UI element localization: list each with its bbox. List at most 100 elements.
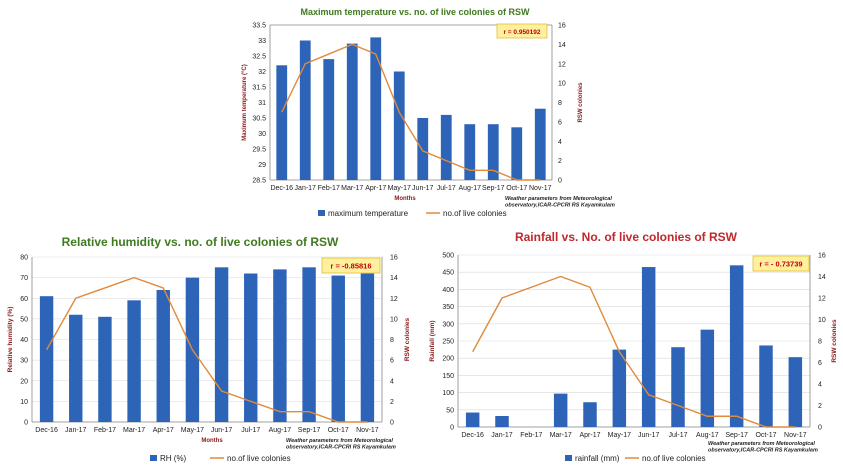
- y2-tick-label: 4: [558, 139, 562, 146]
- y2-tick-label: 14: [390, 275, 398, 282]
- y2-tick-label: 4: [390, 378, 394, 385]
- y2-tick-label: 6: [558, 119, 562, 126]
- correlation-label: r = 0.950192: [503, 29, 540, 36]
- bar: [98, 316, 112, 422]
- y2-tick-label: 16: [558, 23, 566, 30]
- y-tick-label: 32.5: [252, 54, 266, 61]
- y2-tick-label: 2: [390, 399, 394, 406]
- bar: [214, 267, 229, 422]
- source-note-line: Weather parameters from Meteorological: [505, 196, 612, 202]
- y-tick-label: 70: [20, 275, 28, 282]
- y2-tick-label: 10: [390, 316, 398, 323]
- bar: [487, 124, 499, 180]
- bar: [302, 267, 316, 422]
- x-axis-title: Months: [394, 196, 416, 202]
- bar: [553, 393, 568, 427]
- x-tick-label: Jul-17: [668, 432, 687, 439]
- x-tick-label: Jul-17: [241, 427, 260, 434]
- y-tick-label: 60: [20, 296, 28, 303]
- y2-tick-label: 14: [558, 42, 566, 49]
- x-tick-label: Feb-17: [520, 432, 542, 439]
- y-tick-label: 100: [442, 390, 454, 397]
- source-note-line: Weather parameters from Meteorological: [286, 438, 393, 444]
- x-tick-label: Apr-17: [153, 427, 174, 434]
- y2-tick-label: 12: [558, 61, 566, 68]
- correlation-label: r = -0.85816: [330, 262, 371, 271]
- bar: [534, 108, 546, 180]
- x-axis-title: Months: [201, 438, 223, 444]
- bar: [127, 300, 141, 422]
- y-tick-label: 30: [20, 358, 28, 365]
- y2-tick-label: 0: [818, 425, 822, 432]
- y-tick-label: 20: [20, 378, 28, 385]
- x-tick-label: Nov-17: [356, 427, 379, 434]
- legend-bar-swatch: [565, 455, 572, 461]
- x-tick-label: Nov-17: [529, 185, 552, 192]
- y2-tick-label: 2: [818, 403, 822, 410]
- y-tick-label: 300: [442, 321, 454, 328]
- bar: [612, 349, 627, 427]
- bar: [759, 345, 773, 427]
- y-tick-label: 80: [20, 255, 28, 262]
- y-tick-label: 31.5: [252, 85, 266, 92]
- correlation-label: r = - 0.73739: [759, 260, 802, 269]
- y-tick-label: 250: [442, 339, 454, 346]
- x-tick-label: Aug-17: [696, 432, 719, 439]
- x-tick-label: Feb-17: [318, 185, 340, 192]
- x-tick-label: Nov-17: [784, 432, 807, 439]
- y2-tick-label: 12: [390, 296, 398, 303]
- y2-axis-title: RSW colonies: [578, 82, 584, 123]
- x-tick-label: Oct-17: [755, 432, 776, 439]
- y-tick-label: 29: [258, 162, 266, 169]
- y-tick-label: 150: [442, 373, 454, 380]
- bar: [273, 269, 287, 422]
- source-note-line: observatory,ICAR-CPCRI RS Kayamkulam: [286, 445, 396, 451]
- chart-title: Rainfall vs. No. of live colonies of RSW: [515, 230, 738, 244]
- x-tick-label: Jun-17: [211, 427, 233, 434]
- source-note-line: observatory,ICAR-CPCRI RS Kayamkulam: [708, 448, 818, 454]
- x-tick-label: Dec-16: [461, 432, 484, 439]
- bar: [276, 65, 288, 180]
- chart-3: Rainfall vs. No. of live colonies of RSW…: [429, 230, 838, 463]
- legend-bar-label: maximum temperature: [328, 209, 409, 218]
- x-tick-label: Jan-17: [65, 427, 87, 434]
- y-axis-title: Relative humidity (%): [7, 307, 14, 373]
- bar: [671, 347, 685, 427]
- y-tick-label: 450: [442, 270, 454, 277]
- y-tick-label: 10: [20, 399, 28, 406]
- source-note-line: Weather parameters from Meteorological: [708, 441, 815, 447]
- bar: [700, 329, 715, 427]
- colonies-line: [281, 43, 541, 181]
- y-tick-label: 40: [20, 337, 28, 344]
- bar: [69, 314, 83, 422]
- y2-tick-label: 8: [558, 100, 562, 107]
- bar: [244, 273, 258, 422]
- bar: [440, 114, 452, 180]
- legend-bar-swatch: [150, 455, 157, 461]
- bar: [393, 71, 405, 180]
- legend-line-label: no.of live colonies: [642, 454, 706, 463]
- x-tick-label: Dec-16: [35, 427, 58, 434]
- legend-bar-label: rainfall (mm): [575, 454, 620, 463]
- x-tick-label: Oct-17: [328, 427, 349, 434]
- bar: [465, 412, 480, 427]
- x-tick-label: Jan-17: [491, 432, 513, 439]
- bar: [417, 118, 429, 180]
- bar: [39, 296, 54, 422]
- y-tick-label: 200: [442, 356, 454, 363]
- bar: [360, 273, 375, 422]
- legend-line-label: no.of live colonies: [443, 209, 507, 218]
- correlation-box: [321, 257, 381, 274]
- bar: [370, 37, 382, 181]
- source-note-line: observatory,ICAR-CPCRI RS Kayamkulam: [505, 203, 615, 209]
- x-tick-label: Sep-17: [725, 432, 748, 439]
- chart-title: Maximum temperature vs. no. of live colo…: [300, 7, 530, 17]
- y-tick-label: 28.5: [252, 178, 266, 185]
- x-tick-label: Mar-17: [123, 427, 145, 434]
- y-tick-label: 0: [450, 425, 454, 432]
- y-axis-title: Maximum temperature (°C): [242, 64, 248, 140]
- y-tick-label: 400: [442, 287, 454, 294]
- bar: [788, 357, 803, 427]
- y2-tick-label: 14: [818, 274, 826, 281]
